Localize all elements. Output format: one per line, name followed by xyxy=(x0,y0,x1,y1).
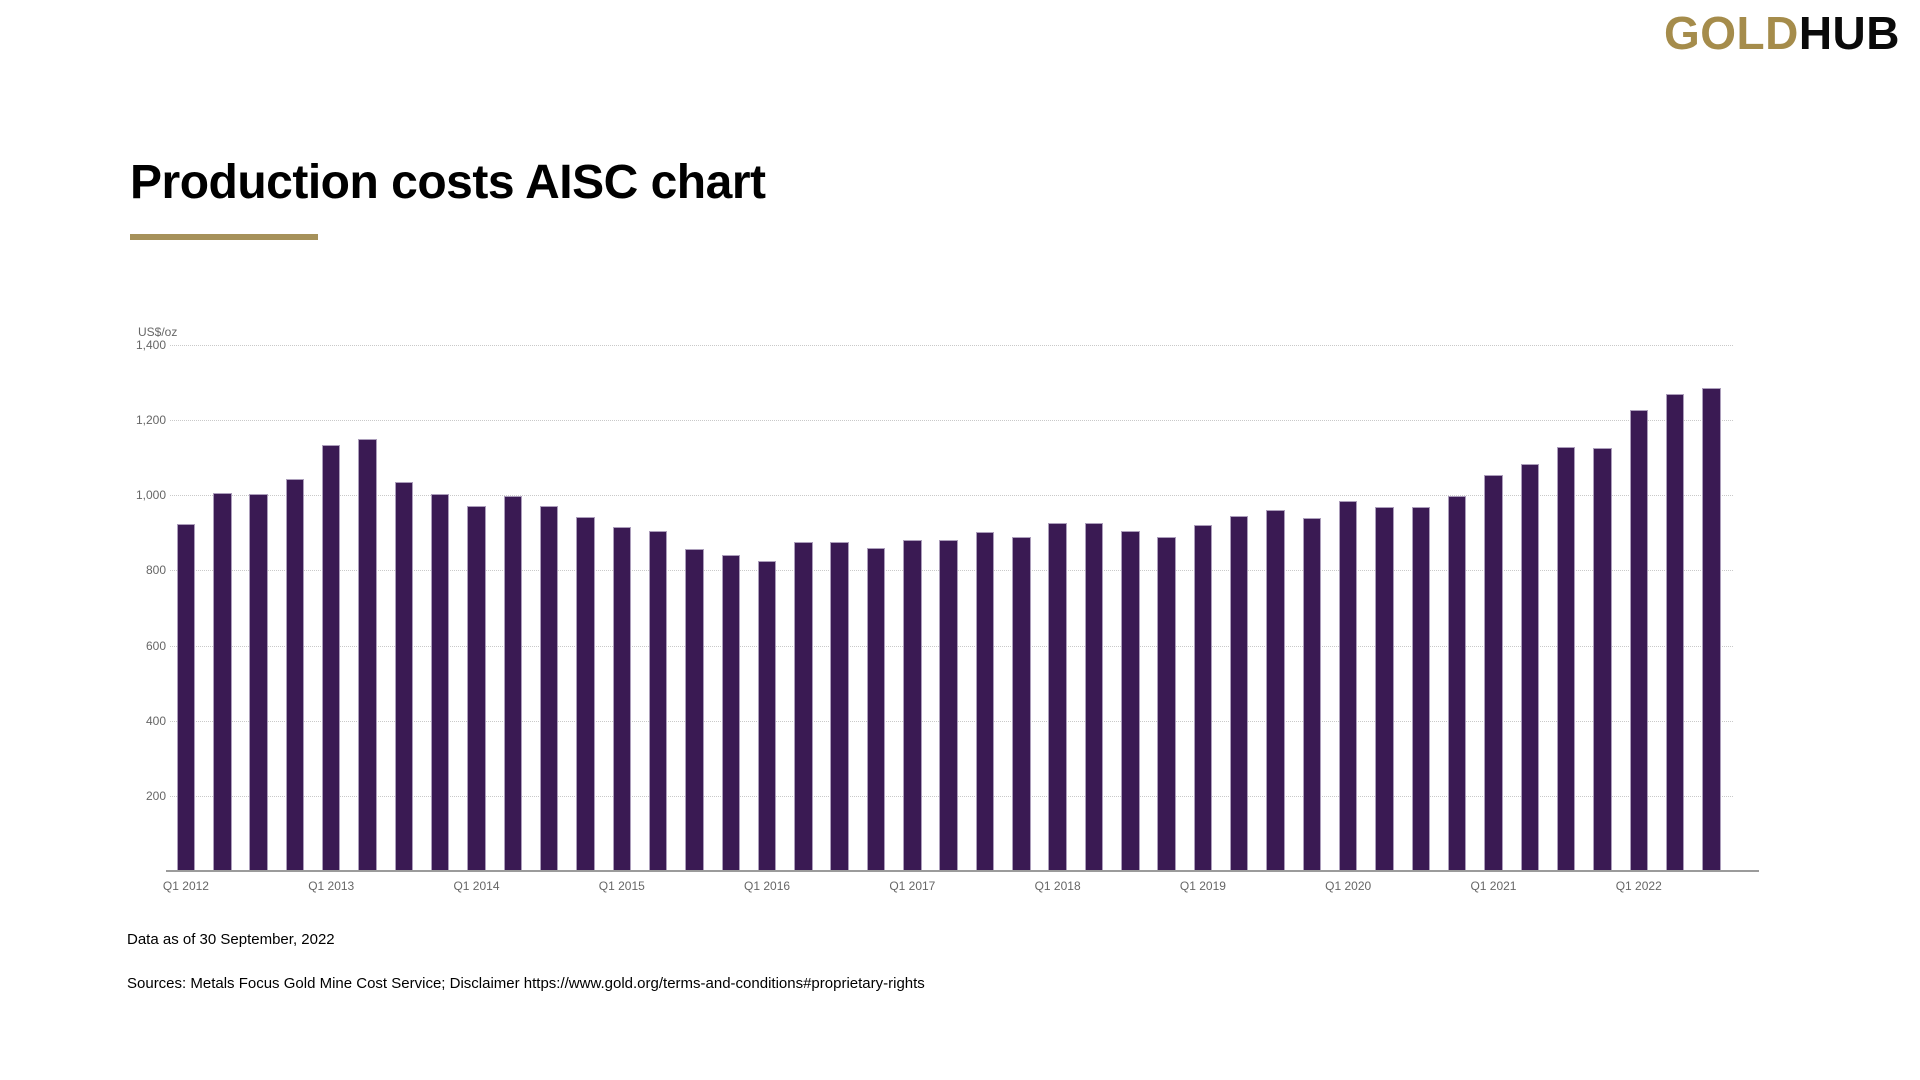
gridline-1000 xyxy=(170,495,1733,497)
gridline-1400 xyxy=(170,345,1733,346)
bar-q4-2016[interactable] xyxy=(866,547,886,872)
bar-q3-2016[interactable] xyxy=(830,542,849,872)
x-axis-label: Q1 2022 xyxy=(1615,879,1662,893)
plot-area: 200 400 600 800 1,000 1,200 1,400 Q1 2012 Q1 201… xyxy=(136,330,1759,893)
bar-q4-2019[interactable] xyxy=(1302,517,1322,872)
aisc-bar-chart: US$/oz 200 400 600 800 1,000 1,200 1,400 Q1 201… xyxy=(136,325,1759,893)
bar-q1-2021[interactable] xyxy=(1484,474,1503,872)
bar-q4-2021[interactable] xyxy=(1593,447,1612,872)
data-as-of-note: Data as of 30 September, 2022 xyxy=(127,931,335,948)
sources-note: Sources: Metals Focus Gold Mine Cost Ser… xyxy=(127,975,925,992)
bar-q3-2015[interactable] xyxy=(685,548,704,872)
y-axis-label: 1,400 xyxy=(135,338,166,352)
x-axis-label: Q1 2013 xyxy=(308,879,355,893)
bar-q4-2015[interactable] xyxy=(721,554,740,872)
bar-q1-2018[interactable] xyxy=(1048,523,1067,872)
x-axis-label: Q1 2019 xyxy=(1179,879,1226,893)
bar-q2-2014[interactable] xyxy=(503,495,523,872)
y-axis-unit-label: US$/oz xyxy=(138,325,178,339)
bar-q3-2020[interactable] xyxy=(1411,507,1431,872)
bar-q2-2016[interactable] xyxy=(794,542,813,872)
bar-q3-2019[interactable] xyxy=(1266,509,1285,872)
bar-q3-2021[interactable] xyxy=(1556,446,1576,872)
bar-q4-2014[interactable] xyxy=(576,517,595,872)
bar-q4-2013[interactable] xyxy=(430,493,450,872)
bar-q3-2022[interactable] xyxy=(1702,388,1721,872)
bar-q2-2021[interactable] xyxy=(1520,463,1540,872)
bar-q1-2016[interactable] xyxy=(757,560,777,872)
bar-q2-2019[interactable] xyxy=(1229,516,1249,872)
bar-q1-2013[interactable] xyxy=(321,445,341,872)
title-underline xyxy=(130,234,318,240)
page-title: Production costs AISC chart xyxy=(130,156,766,209)
x-axis-label: Q1 2014 xyxy=(453,879,500,893)
bar-q2-2018[interactable] xyxy=(1084,522,1104,872)
x-axis-label: Q1 2018 xyxy=(1034,879,1081,893)
bar-q1-2022[interactable] xyxy=(1629,409,1648,872)
x-axis-label: Q1 2015 xyxy=(598,879,645,893)
bar-q4-2017[interactable] xyxy=(1012,537,1031,872)
x-axis-label: Q1 2012 xyxy=(162,879,209,893)
bar-q1-2015[interactable] xyxy=(612,527,632,872)
bar-q2-2013[interactable] xyxy=(358,439,377,872)
bar-q4-2018[interactable] xyxy=(1157,537,1176,872)
logo-gold-text: GOLD xyxy=(1663,7,1799,59)
y-axis-label: 800 xyxy=(145,563,166,578)
bar-q2-2012[interactable] xyxy=(213,492,232,872)
bar-q2-2022[interactable] xyxy=(1665,393,1685,872)
x-axis-label: Q1 2021 xyxy=(1470,879,1517,893)
bar-q3-2013[interactable] xyxy=(394,481,414,872)
y-axis-label: 400 xyxy=(145,713,166,728)
x-axis-line xyxy=(166,870,1759,872)
bar-q1-2012[interactable] xyxy=(176,524,196,872)
bar-q1-2014[interactable] xyxy=(467,506,486,872)
bar-q1-2020[interactable] xyxy=(1338,500,1358,872)
bar-q4-2020[interactable] xyxy=(1447,495,1467,872)
bar-q4-2012[interactable] xyxy=(285,479,305,872)
y-axis-label: 600 xyxy=(145,638,166,653)
bar-q2-2020[interactable] xyxy=(1375,506,1394,872)
bar-q2-2017[interactable] xyxy=(939,539,958,872)
bar-q3-2012[interactable] xyxy=(249,493,268,872)
goldhub-logo[interactable]: GOLDHUB xyxy=(1664,6,1900,60)
x-axis-label: Q1 2016 xyxy=(744,879,791,893)
bar-q2-2015[interactable] xyxy=(648,530,668,872)
bar-q1-2017[interactable] xyxy=(903,540,922,872)
y-axis-label: 1,200 xyxy=(135,413,166,428)
y-axis-label: 200 xyxy=(145,788,166,803)
x-axis-label: Q1 2020 xyxy=(1325,879,1372,893)
x-axis-label: Q1 2017 xyxy=(889,879,936,893)
gridline-1200 xyxy=(170,420,1733,422)
bar-q3-2017[interactable] xyxy=(975,531,995,872)
bar-q1-2019[interactable] xyxy=(1193,525,1213,872)
bar-q3-2018[interactable] xyxy=(1121,530,1140,872)
bar-q3-2014[interactable] xyxy=(539,506,559,872)
y-axis-label: 1,000 xyxy=(135,488,166,503)
logo-hub-text: HUB xyxy=(1798,7,1900,59)
